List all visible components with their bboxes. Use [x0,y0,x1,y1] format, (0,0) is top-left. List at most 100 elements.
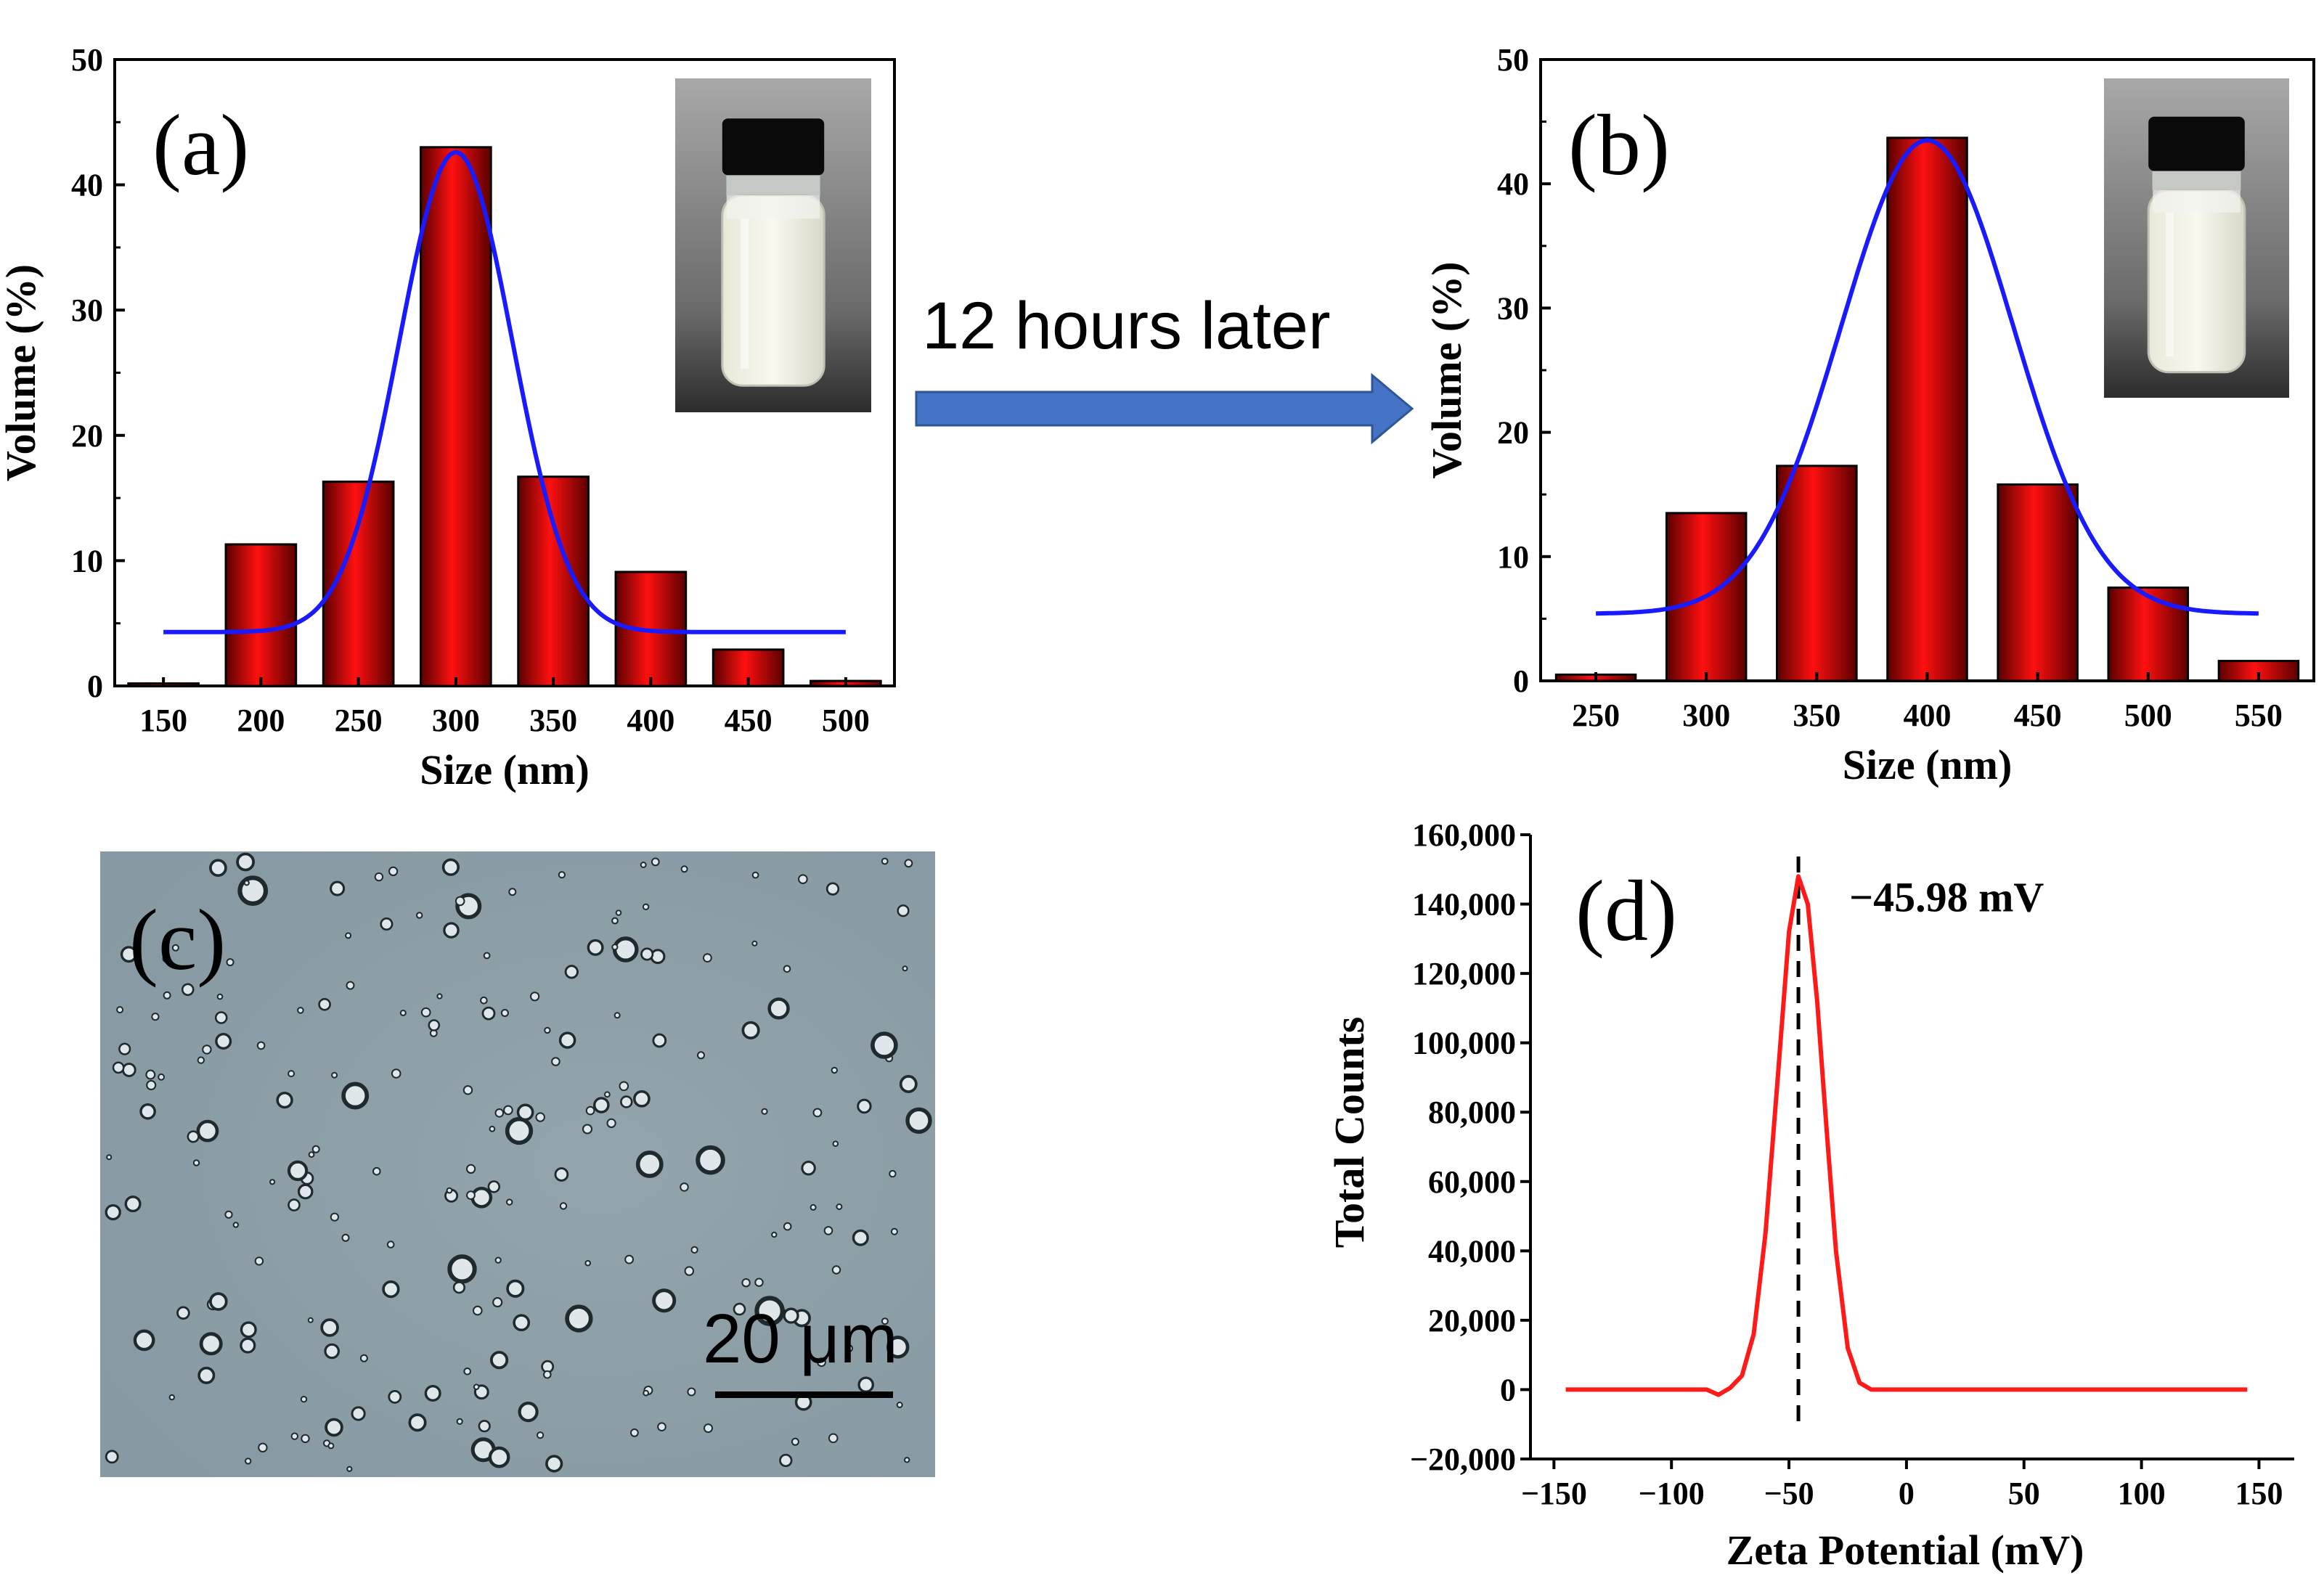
droplet [388,1390,402,1404]
vial-photo-inset [675,78,871,412]
droplet [158,1073,166,1081]
droplet [187,1130,200,1143]
zeta-series-line [1565,874,2248,1397]
droplet [791,1437,799,1446]
droplet [612,936,639,962]
y-axis-label: Volume (%) [0,264,44,481]
droplet [208,1292,228,1311]
droplet [240,1321,257,1338]
droplet [896,1402,903,1408]
y-tick-label: 120,000 [1412,956,1516,992]
droplet [500,1009,509,1017]
panel-label-d: (d) [1575,862,1677,959]
droplet [276,1091,293,1109]
droplet [151,1013,160,1021]
droplet [680,1182,689,1192]
droplet [341,1233,350,1242]
droplet [492,1297,503,1308]
droplet [630,1428,639,1437]
droplet [604,1091,611,1098]
droplet [269,1179,276,1185]
droplet [585,1105,595,1116]
droplet [902,965,908,972]
bar-450 [1997,483,2079,682]
droplet [216,993,224,1000]
x-axis-label: Zeta Potential (mV) [1726,1526,2084,1574]
droplet [466,1164,476,1174]
x-tick-label: 400 [627,703,674,738]
y-tick-label: 50 [1497,42,1529,78]
droplet [643,1389,650,1397]
droplet [436,993,443,1000]
droplet [687,1387,696,1397]
droplet [372,1166,381,1176]
droplet [611,944,619,951]
panel-a-chart: 0 10 20 30 40 50 150 200 250 300 350 400 450 500 Size … [0,42,896,793]
droplet [399,1010,407,1016]
bar-200 [224,543,298,687]
gaussian-fit-line [163,150,846,634]
droplet [391,1068,401,1079]
droplet [171,944,179,952]
droplet [652,1288,677,1313]
y-tick-label: 160,000 [1412,817,1516,853]
droplet [456,1418,463,1425]
x-axis-label: Size (nm) [1843,741,2013,788]
droplet [327,1442,335,1450]
droplet [558,871,566,879]
droplet [871,1031,898,1059]
droplet [240,1337,256,1354]
droplet [466,1190,476,1200]
droplet [139,1103,156,1120]
gaussian-fit-line [1596,138,2259,616]
droplet [226,958,235,967]
droplet [506,1198,513,1206]
x-tick-label: 500 [822,703,870,738]
droplet [288,1070,295,1078]
droplet [145,1069,156,1080]
droplet [454,896,465,907]
droplet [899,1075,918,1093]
droplet [290,1432,298,1440]
droplet [428,1019,441,1031]
y-tick-label: 50 [71,42,103,78]
x-tick-label: 550 [2235,698,2283,733]
droplet [508,888,517,896]
droplet [197,1056,205,1064]
droplet [904,859,913,868]
droplet [237,875,269,906]
x-tick-label: 150 [139,703,187,738]
y-tick-label: 10 [71,543,103,579]
bar-500 [2107,586,2190,682]
x-tick-label: 350 [1793,698,1840,733]
x-tick-label: −150 [1521,1476,1587,1511]
droplet [897,904,910,917]
droplet [124,1195,142,1213]
x-tick-label: 350 [529,703,577,738]
droplet [301,1434,310,1444]
droplet [783,1222,792,1231]
droplet [386,1240,395,1248]
y-tick-label: 20 [71,418,103,454]
droplet [447,1254,477,1284]
droplet [642,903,650,911]
droplet [105,1203,121,1221]
x-tick-label: 50 [2008,1476,2040,1511]
droplet [635,1150,664,1178]
panel-b-chart: 0 10 20 30 40 50 250 300 350 400 450 500 550 Size (nm… [1423,42,2315,788]
droplet [783,965,791,973]
droplet [503,1105,513,1116]
droplet [836,1203,843,1210]
droplet [633,1090,651,1108]
bar-400 [1886,136,1968,682]
droplet [473,1383,480,1390]
droplet [751,940,758,947]
droplet [741,1278,751,1288]
x-tick-label: 200 [237,703,285,738]
droplet [420,1007,431,1018]
droplet [516,1103,534,1121]
x-tick-label: 100 [2118,1476,2166,1511]
droplet [624,1254,634,1264]
droplet [331,1071,338,1079]
